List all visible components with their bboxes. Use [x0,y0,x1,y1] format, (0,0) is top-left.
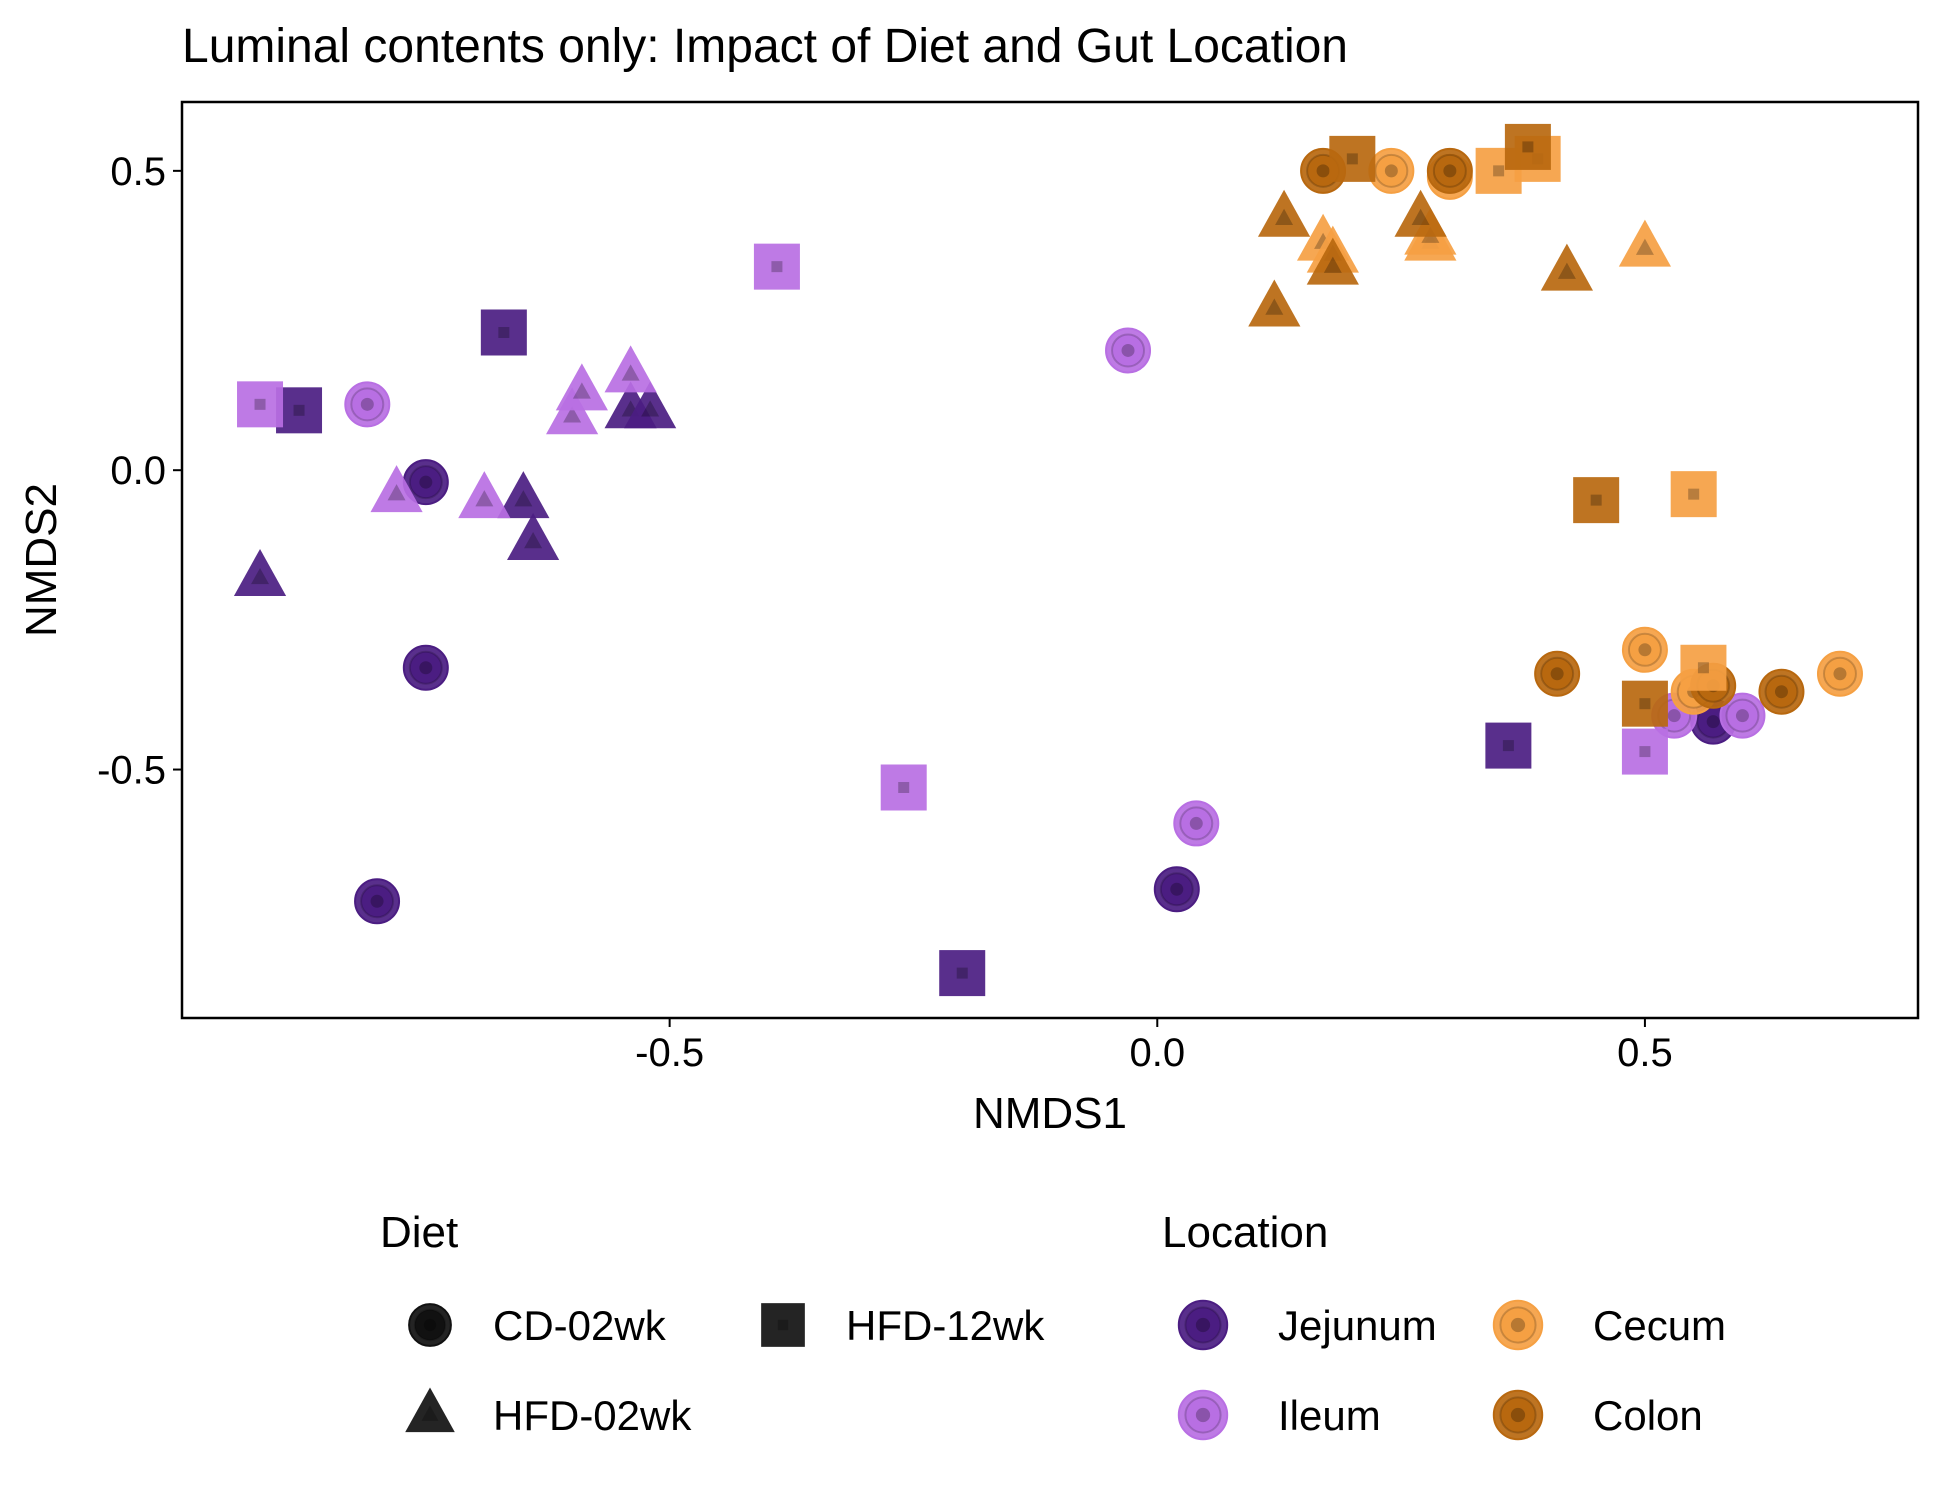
data-point [1248,279,1301,327]
legend-key-cecum [1492,1299,1544,1351]
legend-key-square [761,1303,805,1347]
x-tick-label: 0.5 [1617,1031,1673,1075]
data-point [1618,219,1672,267]
data-point [1105,327,1152,374]
data-point [1485,722,1532,769]
data-point [1426,147,1473,194]
data-point [402,644,449,691]
legend: Diet Location CD-02wk HFD-12wk HFD-02wk Je… [380,1208,1726,1441]
legend-location-items: Jejunum Cecum Ileum Colon [1177,1299,1726,1441]
data-point [1540,243,1593,291]
y-axis-label: NMDS2 [17,483,66,637]
data-point [1573,477,1620,524]
legend-label-location: Jejunum [1278,1302,1437,1349]
legend-label-diet: CD-02wk [493,1302,667,1349]
legend-label-diet: HFD-12wk [846,1302,1045,1349]
legend-key-colon [1492,1389,1544,1441]
legend-key-ileum [1177,1389,1229,1441]
data-point [1670,471,1717,518]
plot-panel [180,100,1920,1020]
data-point [1153,866,1200,913]
data-point [344,381,391,428]
legend-title-diet: Diet [380,1208,458,1257]
legend-label-location: Colon [1593,1392,1703,1439]
y-tick-label: 0.0 [110,449,166,493]
data-point [233,548,287,596]
legend-label-location: Cecum [1593,1302,1726,1349]
data-point [480,309,527,356]
x-tick-label: 0.0 [1129,1031,1185,1075]
data-point [1394,189,1447,237]
x-axis: -0.5 0.0 0.5 [635,1018,1673,1075]
data-point [1621,626,1668,673]
data-point [1621,680,1668,727]
data-point [276,387,323,434]
data-point [370,465,423,513]
data-point [1173,800,1220,847]
data-point [939,950,986,997]
legend-diet-items: CD-02wk HFD-12wk HFD-02wk [405,1302,1045,1439]
data-point [1719,692,1766,739]
legend-key-jejunum [1177,1299,1229,1351]
data-point [458,471,511,519]
data-point [1816,650,1863,697]
data-points [233,123,1863,997]
data-point [1306,237,1359,285]
data-point [1257,189,1311,237]
data-point [880,764,927,811]
data-point [753,243,800,290]
y-tick-label: 0.5 [110,150,166,194]
data-point [1504,123,1551,170]
legend-key-circle [408,1303,452,1347]
data-point [1368,147,1415,194]
data-point [1534,650,1581,697]
data-point [507,513,560,561]
legend-label-location: Ileum [1278,1392,1381,1439]
x-axis-label: NMDS1 [973,1089,1127,1138]
data-point [1621,728,1668,775]
legend-key-triangle [405,1387,455,1433]
y-tick-label: -0.5 [97,749,166,793]
data-point [1329,135,1376,182]
data-point [1758,668,1805,715]
y-axis: -0.5 0.0 0.5 [97,150,182,793]
data-point [1680,644,1727,691]
legend-label-diet: HFD-02wk [493,1392,692,1439]
chart-title: Luminal contents only: Impact of Diet an… [182,20,1348,73]
data-point [237,381,284,428]
data-point [354,878,401,925]
data-point [604,345,657,393]
data-point [497,471,550,519]
data-point [546,387,599,435]
data-point [555,363,608,411]
x-tick-label: -0.5 [635,1031,704,1075]
legend-title-location: Location [1162,1208,1328,1257]
data-point [402,459,449,506]
data-point [624,381,677,429]
